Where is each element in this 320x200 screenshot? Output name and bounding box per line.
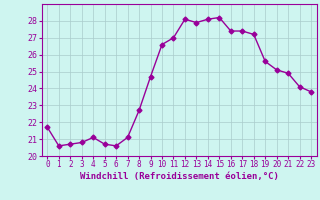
X-axis label: Windchill (Refroidissement éolien,°C): Windchill (Refroidissement éolien,°C) <box>80 172 279 181</box>
